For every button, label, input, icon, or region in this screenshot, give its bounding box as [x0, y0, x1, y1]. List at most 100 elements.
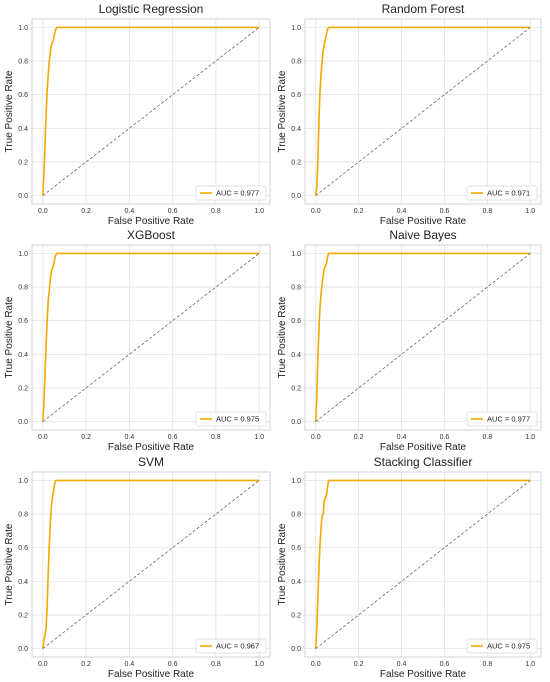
- y-tick-label: 0.2: [18, 612, 28, 619]
- legend: AUC = 0.977: [466, 411, 538, 427]
- x-axis-label: False Positive Rate: [380, 669, 467, 680]
- x-tick-label: 1.0: [525, 661, 535, 668]
- roc-panel: 0.0 0.2 0.4 0.6 0.8 1.0 0.0 0.2 0.4 0.6 0.8 1.0 XGBo…: [4, 228, 271, 453]
- x-tick-label: 0.0: [311, 208, 321, 215]
- y-tick-label: 0.8: [18, 512, 28, 519]
- y-tick-label: 1.0: [291, 478, 301, 485]
- x-tick-label: 0.0: [311, 661, 321, 668]
- y-tick-label: 0.6: [291, 92, 301, 99]
- roc-panel: 0.0 0.2 0.4 0.6 0.8 1.0 0.0 0.2 0.4 0.6 0.8 1.0 Stac…: [277, 455, 542, 680]
- x-tick-label: 0.2: [354, 208, 364, 215]
- x-tick-label: 0.8: [482, 661, 492, 668]
- roc-panel: 0.0 0.2 0.4 0.6 0.8 1.0 0.0 0.2 0.4 0.6 0.8 1.0 SVM F…: [4, 455, 271, 680]
- legend: AUC = 0.967: [195, 638, 267, 654]
- legend-box: [195, 185, 267, 201]
- roc-curve-line: [314, 26, 531, 196]
- legend-label: AUC = 0.971: [487, 189, 530, 198]
- y-tick-label: 1.0: [18, 25, 28, 32]
- x-tick-label: 0.8: [211, 208, 221, 215]
- y-tick-label: 0.8: [291, 59, 301, 66]
- y-axis-label: True Positive Rate: [4, 523, 15, 605]
- legend-label: AUC = 0.975: [216, 415, 259, 424]
- legend-label: AUC = 0.975: [487, 642, 530, 651]
- legend-box: [466, 185, 538, 201]
- y-tick-label: 0.0: [291, 419, 301, 426]
- y-tick-label: 0.6: [18, 92, 28, 99]
- x-tick-label: 0.4: [397, 208, 407, 215]
- y-tick-label: 0.2: [18, 159, 28, 166]
- legend-box: [466, 411, 538, 427]
- legend: AUC = 0.977: [195, 185, 267, 201]
- y-tick-label: 0.6: [291, 545, 301, 552]
- legend-label: AUC = 0.967: [216, 642, 259, 651]
- x-tick-label: 0.2: [81, 661, 91, 668]
- y-tick-label: 0.0: [291, 646, 301, 653]
- roc-curve-line: [42, 26, 260, 196]
- y-tick-label: 0.8: [18, 59, 28, 66]
- plot-frame: [304, 244, 542, 431]
- x-tick-label: 0.4: [124, 208, 134, 215]
- y-tick-label: 0.2: [291, 612, 301, 619]
- roc-curve-line: [314, 252, 531, 422]
- x-tick-label: 0.6: [168, 661, 178, 668]
- roc-panel: 0.0 0.2 0.4 0.6 0.8 1.0 0.0 0.2 0.4 0.6 0.8 1.0 Logi…: [4, 2, 271, 227]
- x-tick-label: 0.8: [211, 434, 221, 441]
- y-tick-label: 0.8: [291, 285, 301, 292]
- x-tick-label: 0.4: [124, 434, 134, 441]
- legend: AUC = 0.975: [195, 411, 267, 427]
- x-tick-label: 0.8: [482, 208, 492, 215]
- x-axis-label: False Positive Rate: [108, 216, 195, 227]
- legend-box: [195, 638, 267, 654]
- legend-box: [466, 638, 538, 654]
- x-tick-label: 1.0: [525, 434, 535, 441]
- panel-title: Stacking Classifier: [374, 455, 473, 469]
- y-tick-label: 0.6: [18, 318, 28, 325]
- y-tick-label: 0.4: [291, 126, 301, 133]
- y-tick-label: 0.4: [18, 126, 28, 133]
- x-tick-label: 0.4: [124, 661, 134, 668]
- y-axis-label: True Positive Rate: [4, 296, 15, 378]
- y-tick-label: 0.0: [291, 193, 301, 200]
- roc-panel: 0.0 0.2 0.4 0.6 0.8 1.0 0.0 0.2 0.4 0.6 0.8 1.0 Rand…: [277, 2, 542, 227]
- y-tick-label: 1.0: [18, 478, 28, 485]
- x-tick-label: 0.2: [81, 434, 91, 441]
- plot-frame: [31, 244, 271, 431]
- x-tick-label: 0.0: [311, 434, 321, 441]
- y-axis-label: True Positive Rate: [277, 523, 288, 605]
- panel-title: Logistic Regression: [99, 2, 204, 16]
- y-tick-label: 0.8: [18, 285, 28, 292]
- x-tick-label: 1.0: [254, 434, 264, 441]
- roc-panel: 0.0 0.2 0.4 0.6 0.8 1.0 0.0 0.2 0.4 0.6 0.8 1.0 Naiv…: [277, 228, 542, 453]
- x-tick-label: 1.0: [254, 208, 264, 215]
- x-axis-label: False Positive Rate: [108, 442, 195, 453]
- chance-diagonal-line: [42, 480, 260, 649]
- panel-title: Random Forest: [382, 2, 465, 16]
- y-tick-label: 0.0: [18, 419, 28, 426]
- y-tick-label: 0.0: [18, 646, 28, 653]
- x-tick-label: 0.0: [38, 434, 48, 441]
- y-tick-label: 0.6: [291, 318, 301, 325]
- y-axis-label: True Positive Rate: [277, 296, 288, 378]
- y-axis-label: True Positive Rate: [277, 70, 288, 152]
- x-tick-label: 0.8: [482, 434, 492, 441]
- x-tick-label: 0.0: [38, 661, 48, 668]
- y-tick-label: 0.4: [291, 352, 301, 359]
- x-tick-label: 1.0: [525, 208, 535, 215]
- x-tick-label: 0.6: [440, 661, 450, 668]
- legend-label: AUC = 0.977: [487, 415, 530, 424]
- roc-curve-line: [42, 479, 260, 649]
- x-tick-label: 0.6: [440, 208, 450, 215]
- y-tick-label: 0.2: [18, 385, 28, 392]
- x-tick-label: 0.4: [397, 434, 407, 441]
- x-tick-label: 0.6: [168, 434, 178, 441]
- panel-title: XGBoost: [127, 228, 176, 242]
- x-tick-label: 0.4: [397, 661, 407, 668]
- chance-diagonal-line: [42, 27, 260, 196]
- x-axis-label: False Positive Rate: [380, 216, 467, 227]
- plot-frame: [304, 471, 542, 658]
- plot-frame: [31, 471, 271, 658]
- legend-label: AUC = 0.977: [216, 189, 259, 198]
- y-tick-label: 1.0: [291, 25, 301, 32]
- y-axis-label: True Positive Rate: [4, 70, 15, 152]
